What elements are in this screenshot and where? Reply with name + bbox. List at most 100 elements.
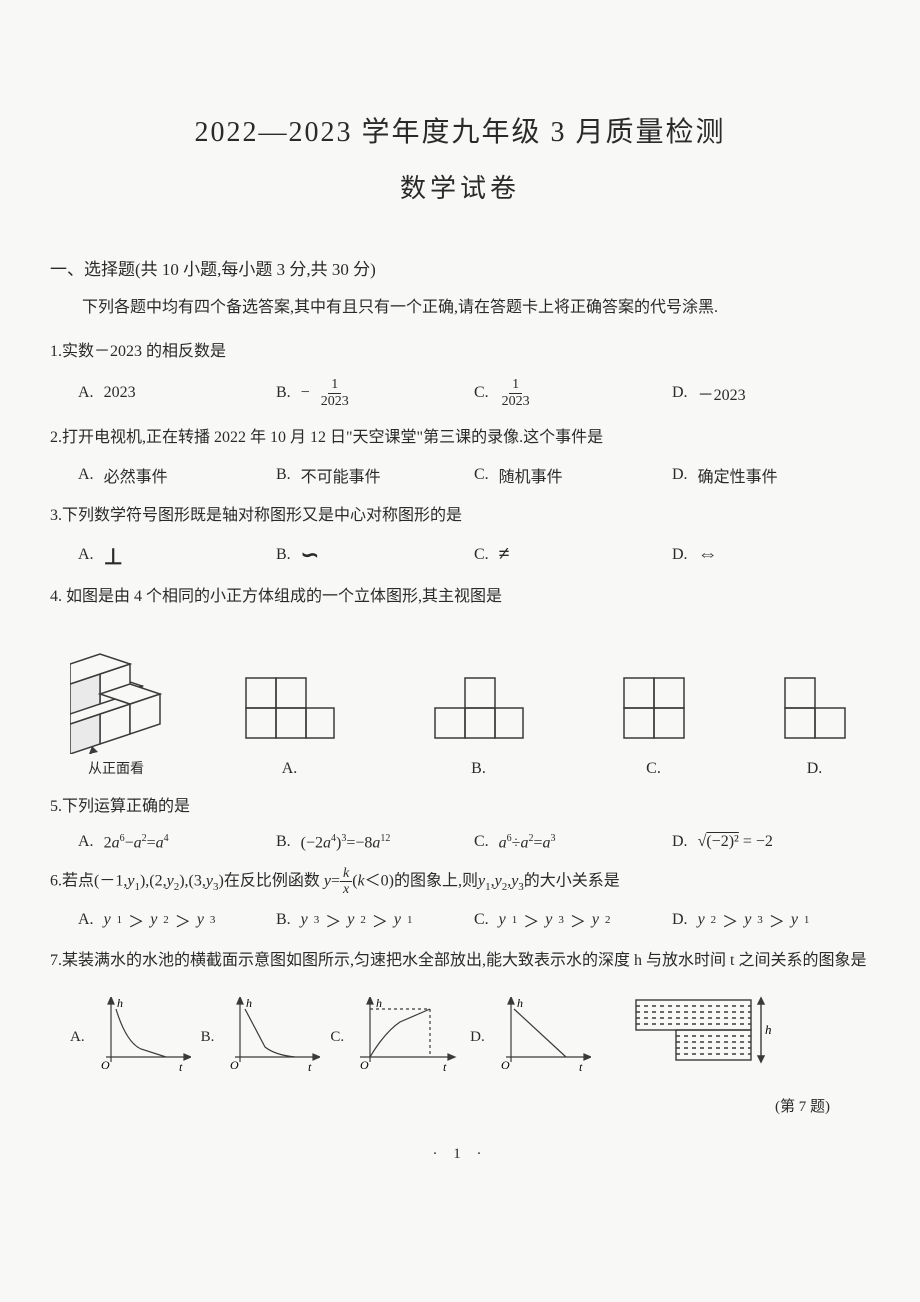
label-d: D.	[470, 1029, 485, 1046]
label-b: B.	[276, 546, 291, 564]
q3-opt-b: B. ∽	[276, 542, 474, 568]
label-d: D.	[672, 466, 688, 484]
axis-t: t	[308, 1060, 312, 1074]
q5-text: 5.下列运算正确的是	[50, 792, 870, 822]
axis-o: O	[360, 1058, 369, 1072]
q4-view-a: A.	[245, 677, 335, 778]
label-d: D.	[672, 911, 688, 929]
q3-opt-c: C.≠	[474, 543, 672, 566]
axis-o: O	[501, 1058, 510, 1072]
q1-opt-c: C. 1 2023	[474, 377, 672, 409]
label-d: D.	[672, 833, 688, 851]
q2-text: 2.打开电视机,正在转播 2022 年 10 月 12 日"天空课堂"第三课的录…	[50, 423, 870, 453]
neq-icon: ≠	[499, 543, 510, 566]
pool-icon: h	[631, 992, 771, 1072]
axis-h: h	[517, 997, 523, 1010]
view-b-icon	[434, 677, 524, 739]
label-d: D.	[672, 546, 688, 564]
q6-opt-d: D.y2＞y3＞y1	[672, 908, 870, 932]
label-b: B.	[434, 760, 524, 778]
q1-text: 1.实数－2023 的相反数是	[50, 337, 870, 367]
q4-face-label: 从正面看	[70, 758, 180, 778]
q6-opt-c: C.y1＞y3＞y2	[474, 908, 672, 932]
q3-options: A.⊥ B. ∽ C.≠ D. ⇔	[50, 542, 870, 568]
q4-3d-figure: 从正面看	[70, 624, 180, 778]
q5-c-expr: a6÷a2=a3	[499, 833, 556, 852]
q2-c: 随机事件	[499, 463, 563, 487]
q5-opt-b: B. (−2a4)3=−8a12	[276, 833, 474, 852]
label-c: C.	[474, 384, 489, 402]
neg-sign: −	[301, 384, 310, 402]
label-b: B.	[276, 911, 291, 929]
q6-p1: 6.若点(－1,	[50, 872, 127, 889]
q1-opt-a: A. 2023	[78, 384, 276, 402]
q4-view-c: C.	[623, 677, 685, 778]
graph-a-icon: h O t	[91, 997, 191, 1077]
axis-t: t	[579, 1060, 583, 1074]
double-arrow-icon: ⇔	[698, 543, 718, 566]
q2-a: 必然事件	[104, 463, 168, 487]
q1-a-value: 2023	[104, 384, 136, 402]
q3-opt-d: D. ⇔	[672, 543, 870, 566]
q4-view-b: B.	[434, 677, 524, 778]
label-a: A.	[78, 384, 94, 402]
graph-d-icon: h O t	[491, 997, 591, 1077]
q7-pool-figure: h	[631, 992, 771, 1077]
page-number: · 1 ·	[50, 1146, 870, 1163]
label-d: D.	[784, 760, 846, 778]
q3-text: 3.下列数学符号图形既是轴对称图形又是中心对称图形的是	[50, 501, 870, 531]
q5-b-expr: (−2a4)3=−8a12	[301, 833, 391, 852]
title-sub: 数学试卷	[50, 168, 870, 205]
q6-opt-b: B.y3＞y2＞y1	[276, 908, 474, 932]
label-b: B.	[276, 466, 291, 484]
q6-p2: ),(2,	[140, 872, 167, 889]
graph-c-icon: h O t	[350, 997, 460, 1077]
q6-options: A.y1＞y2＞y3 B.y3＞y2＞y1 C.y1＞y3＞y2 D.y2＞y3…	[50, 908, 870, 932]
axis-h: h	[376, 997, 382, 1010]
axis-o: O	[101, 1058, 110, 1072]
q5-d-expr: √(−2)² = −2	[698, 833, 773, 851]
view-a-icon	[245, 677, 335, 739]
q5-a-expr: 2a6−a2=a4	[104, 833, 169, 852]
q1-c-den: 2023	[499, 394, 533, 409]
q5-options: A. 2a6−a2=a4 B. (−2a4)3=−8a12 C. a6÷a2=a…	[50, 833, 870, 852]
q5-opt-d: D. √(−2)² = −2	[672, 833, 870, 851]
q4-graphics: 从正面看 A. B. C.	[50, 624, 870, 778]
q1-opt-b: B. − 1 2023	[276, 377, 474, 409]
q7-graph-b: B. h O t	[201, 997, 321, 1077]
q2-d: 确定性事件	[698, 463, 778, 487]
label-c: C.	[474, 833, 489, 851]
q5-opt-a: A. 2a6−a2=a4	[78, 833, 276, 852]
q1-d-value: －2023	[698, 381, 746, 405]
axis-o: O	[230, 1058, 239, 1072]
q2-b: 不可能事件	[301, 463, 381, 487]
label-a: A.	[245, 760, 335, 778]
q2-options: A.必然事件 B.不可能事件 C.随机事件 D.确定性事件	[50, 463, 870, 487]
q6-p9: 的大小关系是	[524, 872, 620, 889]
q7-graph-d: D. h O t	[470, 997, 591, 1077]
q2-opt-a: A. 必然事件	[78, 463, 276, 487]
q2-opt-b: B. 不可能事件	[276, 463, 474, 487]
q3-opt-a: A.⊥	[78, 542, 276, 568]
q2-opt-d: D. 确定性事件	[672, 463, 870, 487]
axis-t: t	[179, 1060, 183, 1074]
label-a: A.	[70, 1029, 85, 1046]
section-header: 一、选择题(共 10 小题,每小题 3 分,共 30 分)	[50, 255, 870, 280]
q6-p4: )在反比例函数	[218, 872, 323, 889]
label-a: A.	[78, 466, 94, 484]
q1-opt-d: D. －2023	[672, 381, 870, 405]
q4-view-d: D.	[784, 677, 846, 778]
title-main: 2022—2023 学年度九年级 3 月质量检测	[50, 110, 870, 150]
label-d: D.	[672, 384, 688, 402]
label-a: A.	[78, 911, 94, 929]
axis-h: h	[117, 997, 123, 1010]
q5-opt-c: C. a6÷a2=a3	[474, 833, 672, 852]
perpendicular-icon: ⊥	[104, 544, 123, 570]
view-d-icon	[784, 677, 846, 739]
similar-icon: ∽	[301, 542, 319, 568]
q4-text: 4. 如图是由 4 个相同的小正方体组成的一个立体图形,其主视图是	[50, 582, 870, 612]
q6-p6: ＜0)的图象上,则	[365, 872, 478, 889]
label-b: B.	[276, 384, 291, 402]
instruction: 下列各题中均有四个备选答案,其中有且只有一个正确,请在答题卡上将正确答案的代号涂…	[50, 294, 870, 323]
graph-b-icon: h O t	[220, 997, 320, 1077]
